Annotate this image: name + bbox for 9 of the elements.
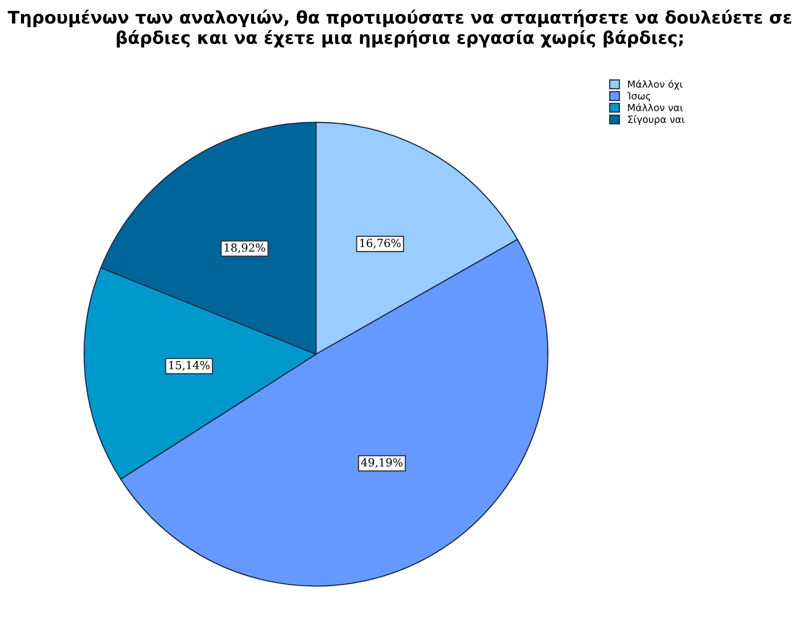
data-label: 49,19% [361, 458, 403, 468]
chart-title: Τηρουμένων των αναλογιών, θα προτιμούσατε να σταματήσετε να δουλεύετε σε βάρδιες και να έχετε μια ημερήσια εργασία χωρίς βάρδιες; [8, 10, 792, 48]
data-label: 16,76% [360, 238, 401, 249]
data-label: 18,92% [224, 243, 266, 254]
legend-label: Σίγουρα ναι [628, 115, 684, 125]
legend-label: Μάλλον ναι [628, 103, 683, 112]
legend-label: Ίσως [627, 92, 650, 102]
legend-label: Μάλλον όχι [628, 80, 682, 90]
data-label: 15,14% [169, 360, 210, 371]
